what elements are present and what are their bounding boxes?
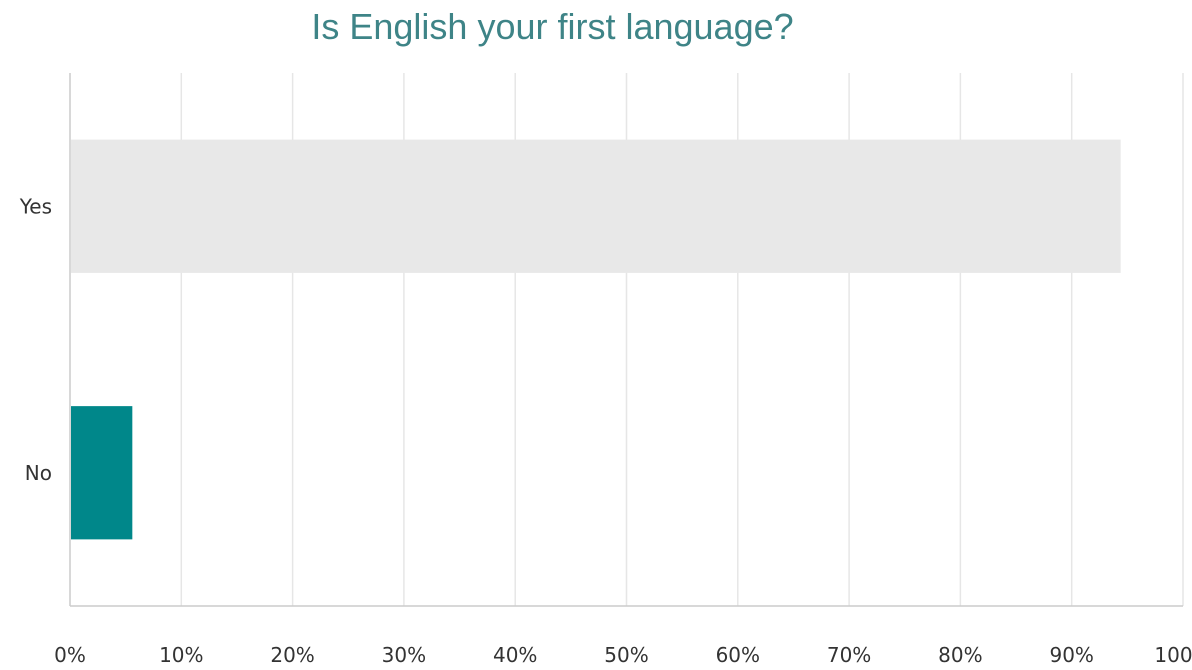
x-tick-label: 70% xyxy=(827,643,871,667)
x-tick-label: 30% xyxy=(382,643,426,667)
x-tick-label: 90% xyxy=(1049,643,1093,667)
x-tick-label: 60% xyxy=(716,643,760,667)
bars xyxy=(71,139,1121,540)
axes xyxy=(69,73,1183,607)
x-tick-label: 20% xyxy=(270,643,314,667)
bar-yes xyxy=(71,139,1121,273)
x-tick-label: 50% xyxy=(604,643,648,667)
y-category-label: No xyxy=(25,461,52,485)
y-category-label: Yes xyxy=(19,194,52,218)
x-tick-label: 10% xyxy=(159,643,203,667)
chart-title: Is English your first language? xyxy=(311,6,794,47)
x-tick-label: 40% xyxy=(493,643,537,667)
x-tick-label: 0% xyxy=(54,643,86,667)
labels: 0% 10% 20% 30% 40% 50% 60% 70% 80% 90% 100% Yes No xyxy=(19,194,1192,667)
x-tick-label: 80% xyxy=(938,643,982,667)
bar-no xyxy=(71,406,133,540)
x-tick-label: 100% xyxy=(1154,643,1192,667)
